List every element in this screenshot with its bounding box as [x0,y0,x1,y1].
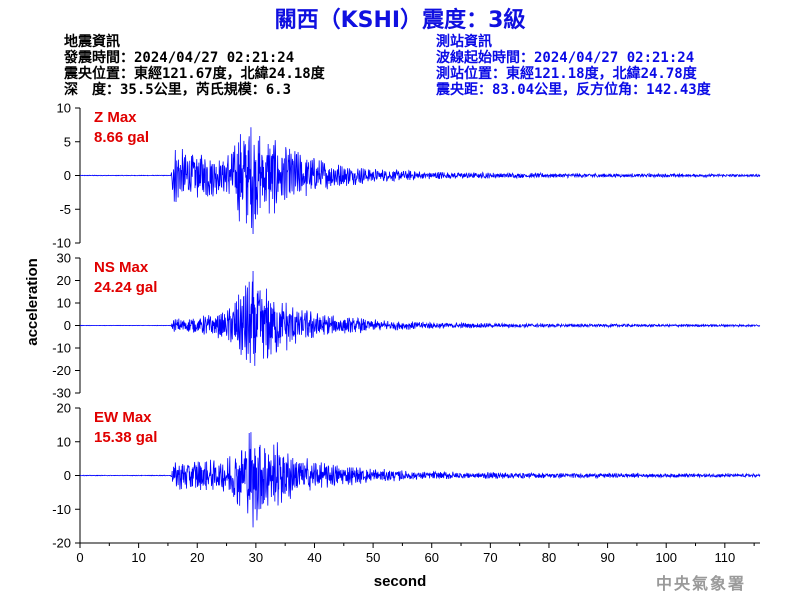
y-tick-label-ew: -20 [52,536,71,551]
waveform-ew [79,432,761,528]
y-tick-label-ew: 0 [64,468,71,483]
waveform-z [79,127,761,234]
y-axis-title: acceleration [24,258,41,346]
station-location: 測站位置：東經121.18度，北緯24.78度 [436,66,697,82]
y-tick-label-z: 0 [64,168,71,183]
x-tick-label: 10 [131,550,145,565]
waveform-ns [79,270,761,366]
x-tick-label: 100 [655,550,677,565]
x-tick-label: 110 [714,550,735,565]
event-info: 地震資訊 發震時間：2024/04/27 02:21:24 震央位置：東經121… [64,34,325,98]
y-tick-label-z: 5 [64,134,71,149]
distance-azimuth: 震央距：83.04公里，反方位角：142.43度 [436,82,711,98]
y-tick-label-ns: 10 [57,296,71,311]
panel-label-ns-value: 24.24 gal [94,279,157,296]
panel-label-ew-value: 15.38 gal [94,429,157,446]
panel-label-ns-max: NS Max [94,259,149,276]
x-tick-label: 50 [366,550,380,565]
y-tick-label-ew: -10 [52,502,71,517]
y-tick-label-z: -5 [59,202,71,217]
x-tick-label: 20 [190,550,204,565]
x-tick-label: 0 [76,550,83,565]
panel-label-z-value: 8.66 gal [94,129,149,146]
x-tick-label: 30 [249,550,263,565]
y-tick-label-z: 10 [57,101,71,116]
x-tick-label: 70 [483,550,497,565]
y-tick-label-z: -10 [52,236,71,251]
y-tick-label-ew: 20 [57,401,71,416]
station-info: 測站資訊 波線起始時間：2024/04/27 02:21:24 測站位置：東經1… [436,34,711,98]
panel-label-ew-max: EW Max [94,409,152,426]
panel-label-z-max: Z Max [94,109,137,126]
y-tick-label-ns: -20 [52,363,71,378]
chart-title: 關西（KSHI）震度：3級 [274,8,526,33]
origin-time: 發震時間：2024/04/27 02:21:24 [64,50,295,66]
y-tick-label-ew: 10 [57,434,71,449]
station-info-heading: 測站資訊 [436,34,492,50]
x-tick-label: 90 [600,550,614,565]
y-tick-label-ns: -10 [52,341,71,356]
wave-start-time: 波線起始時間：2024/04/27 02:21:24 [436,50,695,66]
x-tick-label: 80 [542,550,556,565]
y-tick-label-ns: -30 [52,386,71,401]
x-axis-title: second [374,573,427,590]
x-tick-label: 60 [424,550,438,565]
depth-magnitude: 深 度：35.5公里，芮氏規模：6.3 [64,82,292,98]
y-tick-label-ns: 30 [57,251,71,266]
y-tick-label-ns: 0 [64,318,71,333]
epicenter-location: 震央位置：東經121.67度，北緯24.18度 [64,66,325,82]
event-info-heading: 地震資訊 [64,34,120,50]
x-tick-label: 40 [307,550,321,565]
agency-watermark: 中央氣象署 [656,574,747,593]
y-tick-label-ns: 20 [57,273,71,288]
